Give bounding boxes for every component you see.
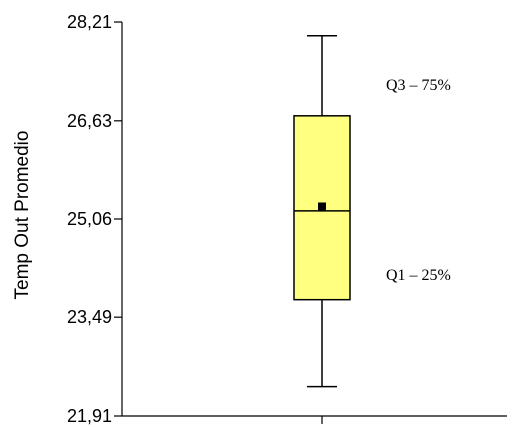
y-tick-label: 26,63	[67, 111, 112, 131]
annotation-label: Q1 – 25%	[386, 267, 451, 284]
y-tick-label: 21,91	[67, 406, 112, 426]
y-tick-label: 28,21	[67, 12, 112, 32]
y-tick-label: 23,49	[67, 307, 112, 327]
box-group	[293, 35, 351, 388]
y-axis-ticks: 28,21 26,63 25,06 23,49 21,91	[67, 12, 122, 426]
annotation-label: Q3 – 75%	[386, 77, 451, 94]
annotations: Q3 – 75% Q1 – 25%	[386, 77, 451, 284]
y-tick-label: 25,06	[67, 209, 112, 229]
y-axis-title: Temp Out Promedio	[12, 131, 33, 300]
mean-marker	[318, 202, 326, 211]
